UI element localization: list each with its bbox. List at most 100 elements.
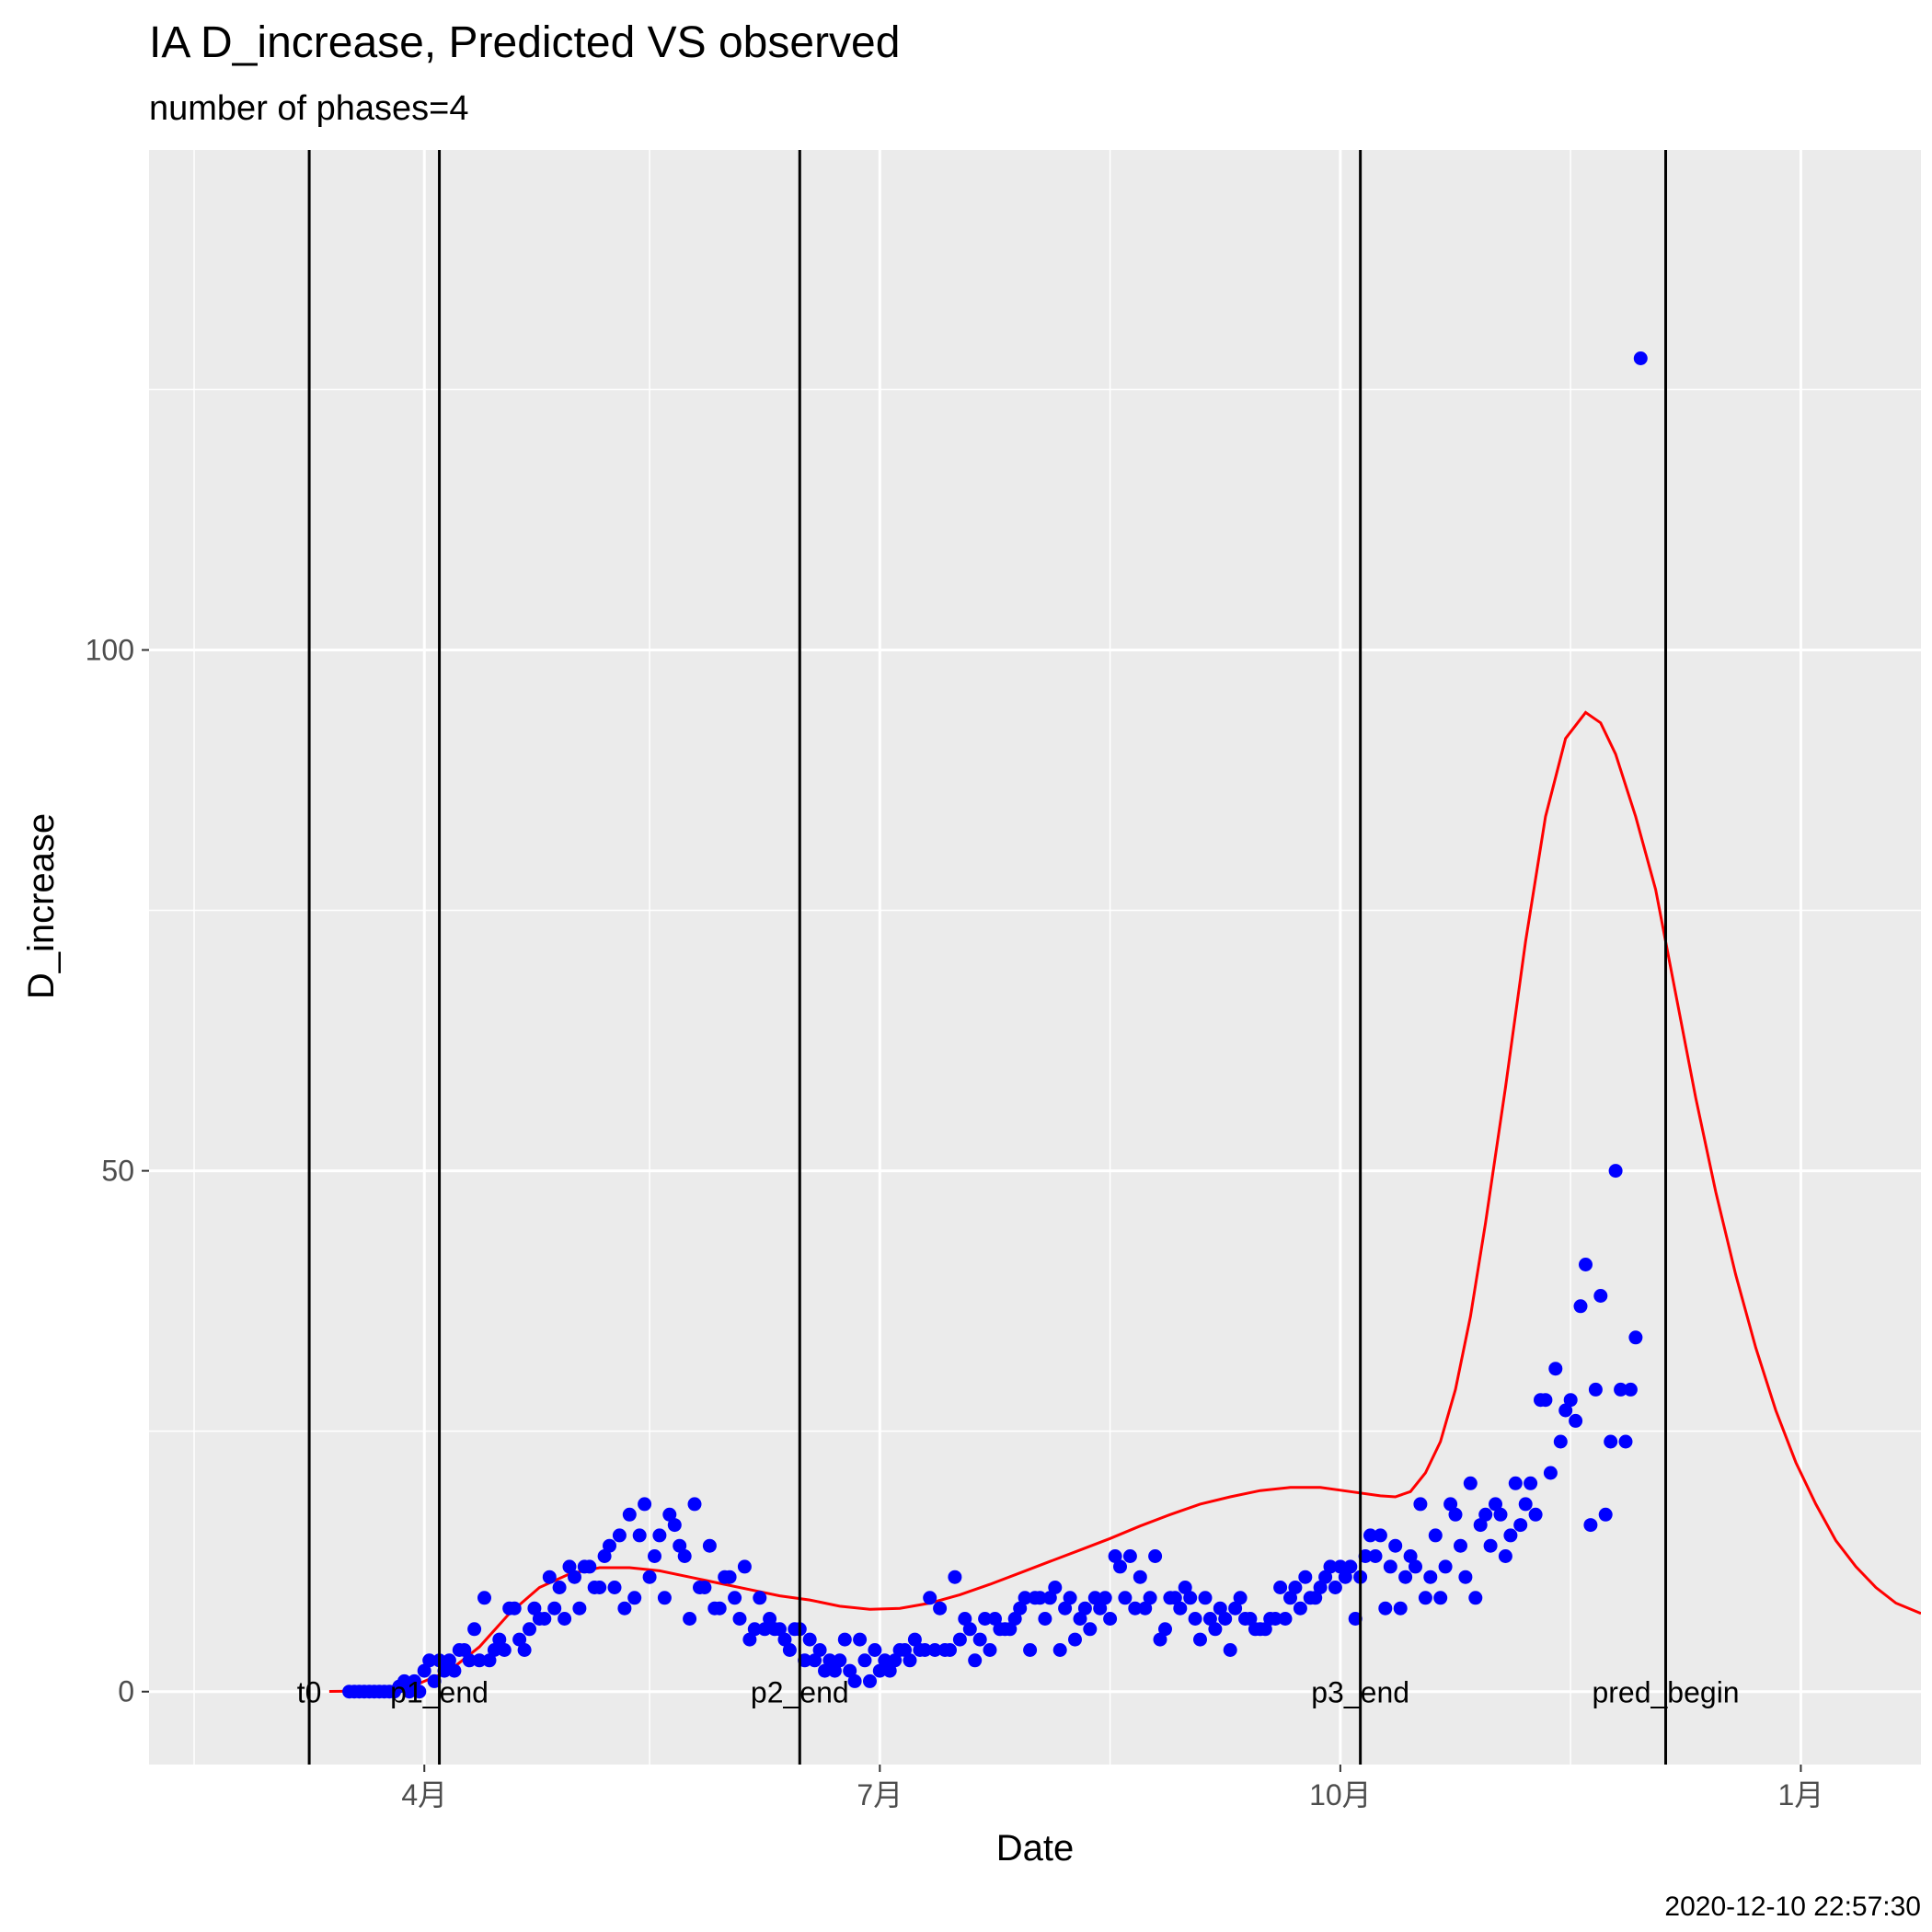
observed-point [1167, 1591, 1182, 1605]
observed-point [632, 1528, 647, 1543]
observed-point [1223, 1643, 1237, 1657]
observed-point [1208, 1622, 1223, 1637]
observed-point [798, 1653, 812, 1668]
observed-point [1483, 1538, 1498, 1553]
observed-point [1378, 1601, 1393, 1616]
observed-point [1042, 1591, 1057, 1605]
observed-point [1373, 1528, 1387, 1543]
observed-point [952, 1632, 967, 1647]
y-axis-title: D_increase [21, 813, 62, 999]
observed-point [927, 1643, 942, 1657]
observed-point [1348, 1612, 1363, 1626]
x-axis: 4月 7月 10月 1月 [401, 1765, 1823, 1811]
x-tick-label: 1月 [1778, 1778, 1824, 1811]
observed-point [1608, 1164, 1623, 1179]
observed-point [1148, 1549, 1163, 1563]
observed-point [1388, 1538, 1403, 1553]
phase-line-label: pred_begin [1592, 1676, 1739, 1709]
observed-point [662, 1507, 677, 1522]
observed-point [673, 1538, 687, 1553]
observed-point [1569, 1413, 1583, 1428]
observed-point [1618, 1434, 1633, 1449]
observed-point [697, 1581, 712, 1594]
observed-point [1233, 1591, 1248, 1605]
observed-point [482, 1653, 497, 1668]
observed-point [1328, 1581, 1342, 1594]
observed-point [467, 1622, 482, 1637]
x-tick-label: 7月 [857, 1778, 903, 1811]
observed-point [1508, 1476, 1523, 1490]
chart-subtitle: number of phases=4 [149, 89, 469, 128]
observed-point [1158, 1622, 1172, 1637]
x-axis-title: Date [996, 1828, 1075, 1869]
observed-point [917, 1643, 932, 1657]
observed-point [1258, 1622, 1272, 1637]
observed-point [652, 1528, 667, 1543]
observed-point [1553, 1434, 1568, 1449]
observed-point [1363, 1528, 1377, 1543]
observed-point [1473, 1518, 1488, 1533]
observed-point [638, 1497, 652, 1512]
observed-point [1032, 1591, 1047, 1605]
observed-point [1023, 1643, 1038, 1657]
observed-point [687, 1497, 702, 1512]
observed-point [1273, 1581, 1288, 1594]
observed-point [943, 1643, 957, 1657]
predicted-line [328, 710, 1921, 1693]
observed-point [1138, 1601, 1153, 1616]
observed-point [1087, 1591, 1102, 1605]
observed-point [407, 1673, 421, 1688]
observed-point [1493, 1507, 1508, 1522]
observed-point [617, 1601, 632, 1616]
observed-point [737, 1559, 752, 1574]
observed-point [412, 1685, 427, 1699]
observed-point [1583, 1518, 1598, 1533]
observed-point [1338, 1570, 1352, 1584]
observed-point [552, 1581, 567, 1594]
observed-point [907, 1632, 922, 1647]
observed-point [1593, 1289, 1608, 1303]
observed-point [592, 1581, 607, 1594]
observed-point [683, 1612, 697, 1626]
observed-point [492, 1632, 507, 1647]
observed-point [1083, 1622, 1098, 1637]
observed-point [1513, 1518, 1528, 1533]
observed-point [1193, 1632, 1207, 1647]
observed-point [657, 1591, 672, 1605]
observed-point [507, 1601, 522, 1616]
observed-point [777, 1632, 792, 1647]
observed-point [782, 1643, 797, 1657]
observed-point [1383, 1559, 1397, 1574]
observed-point [863, 1673, 877, 1688]
caption: 2020-12-10 22:57:30 [1664, 1892, 1921, 1922]
observed-point [1128, 1601, 1143, 1616]
observed-point [1153, 1632, 1167, 1647]
observed-point [1433, 1591, 1448, 1605]
observed-point [822, 1653, 837, 1668]
observed-point [753, 1591, 767, 1605]
grid [149, 150, 1921, 1765]
observed-point [1103, 1612, 1118, 1626]
observed-point [558, 1612, 572, 1626]
observed-point [1038, 1612, 1052, 1626]
phase-line-label: t0 [297, 1676, 322, 1709]
observed-point [903, 1653, 917, 1668]
x-tick-label: 4月 [401, 1778, 447, 1811]
observed-point [958, 1612, 972, 1626]
observed-point [568, 1570, 581, 1584]
observed-point [898, 1643, 912, 1657]
observed-point [1343, 1559, 1358, 1574]
observed-point [962, 1622, 977, 1637]
observed-point [1489, 1497, 1502, 1512]
observed-point [1178, 1581, 1192, 1594]
observed-point [1548, 1362, 1563, 1376]
observed-points [342, 351, 1648, 1699]
observed-point [1403, 1549, 1418, 1563]
predicted-line-layer [328, 710, 1921, 1693]
observed-point [1438, 1559, 1453, 1574]
observed-point [853, 1632, 868, 1647]
observed-point [487, 1643, 501, 1657]
observed-point [1218, 1612, 1233, 1626]
observed-point [1614, 1382, 1628, 1397]
observed-point [972, 1632, 987, 1647]
